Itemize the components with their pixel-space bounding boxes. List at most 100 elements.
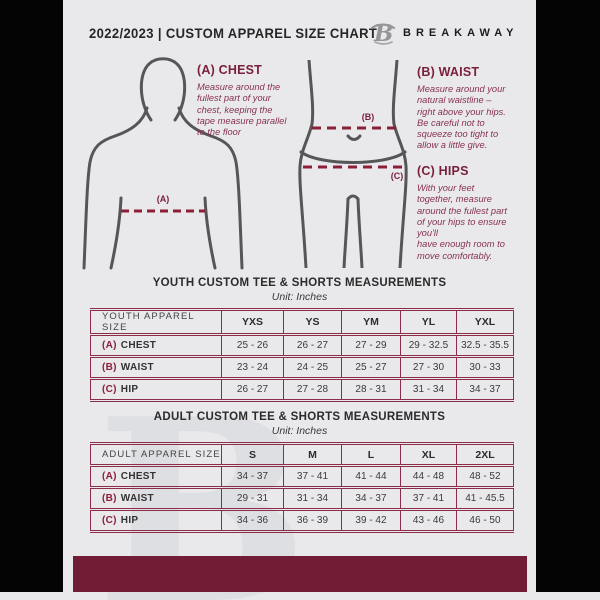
adult-size-col-xl: XL [400, 443, 457, 467]
figure-hip-crease-line [299, 150, 407, 164]
row-marker: (C) [102, 384, 117, 395]
row-marker: (A) [102, 340, 117, 351]
figure-crotch-curve [346, 194, 360, 201]
figure-left-arm-outline [82, 106, 149, 270]
row-marker: (B) [102, 362, 117, 373]
youth-size-col-ym: YM [341, 309, 401, 336]
adult-header-row: ADULT APPAREL SIZE S M L XL 2XL [90, 443, 514, 467]
row-label-text: CHEST [120, 471, 157, 482]
table-cell: 34 - 36 [221, 509, 284, 533]
figure-right-arm-outline [177, 106, 244, 270]
table-cell: 31 - 34 [283, 487, 342, 511]
adult-section-unit: Unit: Inches [271, 425, 328, 437]
adult-size-label-header: ADULT APPAREL SIZE [90, 443, 222, 467]
table-cell: 26 - 27 [283, 334, 342, 358]
table-cell: 30 - 33 [456, 356, 514, 380]
table-cell: 37 - 41 [283, 465, 342, 489]
table-cell: 25 - 26 [221, 334, 284, 358]
adult-size-table: ADULT APPAREL SIZE S M L XL 2XL (A) CHEST… [90, 442, 514, 533]
row-label-text: HIP [120, 384, 139, 395]
waist-marker-label: (B) [361, 112, 375, 122]
table-cell: 23 - 24 [221, 356, 284, 380]
footer-maroon-bar [73, 556, 527, 592]
right-black-frame [536, 0, 600, 592]
hips-instruction-heading: (C) HIPS [417, 164, 469, 178]
adult-size-col-2xl: 2XL [456, 443, 514, 467]
row-marker: (C) [102, 515, 117, 526]
adult-size-col-l: L [341, 443, 401, 467]
table-cell: 44 - 48 [400, 465, 457, 489]
hips-instruction-text: With your feet together, measure around … [417, 183, 507, 261]
table-cell: 41 - 44 [341, 465, 401, 489]
youth-size-table: YOUTH APPAREL SIZE YXS YS YM YL YXL (A) C… [90, 308, 514, 402]
youth-chest-row: (A) CHEST 25 - 26 26 - 27 27 - 29 29 - 32… [90, 334, 514, 358]
adult-size-col-s: S [221, 443, 284, 467]
youth-chest-label: (A) CHEST [90, 334, 222, 358]
table-cell: 26 - 27 [221, 378, 284, 402]
chest-instruction-text: Measure around the fullest part of your … [197, 82, 287, 138]
table-cell: 29 - 31 [221, 487, 284, 511]
row-label-text: HIP [120, 515, 139, 526]
table-cell: 46 - 50 [456, 509, 514, 533]
youth-waist-row: (B) WAIST 23 - 24 24 - 25 25 - 27 27 - 30… [90, 356, 514, 380]
table-cell: 27 - 28 [283, 378, 342, 402]
table-cell: 34 - 37 [341, 487, 401, 511]
hips-marker-label: (C) [390, 171, 404, 181]
youth-waist-label: (B) WAIST [90, 356, 222, 380]
figure-right-side-outline [391, 60, 408, 268]
table-cell: 43 - 46 [400, 509, 457, 533]
table-cell: 37 - 41 [400, 487, 457, 511]
row-marker: (B) [102, 493, 117, 504]
figure-left-armpit-line [109, 196, 123, 270]
logo-swash [371, 23, 396, 45]
youth-size-col-yxl: YXL [456, 309, 514, 336]
row-label-text: CHEST [120, 340, 157, 351]
adult-hip-row: (C) HIP 34 - 36 36 - 39 39 - 42 43 - 46 4… [90, 509, 514, 533]
youth-size-label-header: YOUTH APPAREL SIZE [90, 309, 222, 336]
figure-right-inner-leg [356, 197, 364, 268]
brand-name: BREAKAWAY [403, 27, 519, 39]
figure-navel-mark [346, 134, 362, 141]
breakaway-logo-icon: B [371, 20, 397, 47]
table-cell: 27 - 29 [341, 334, 401, 358]
youth-hip-row: (C) HIP 26 - 27 27 - 28 28 - 31 31 - 34 3… [90, 378, 514, 402]
youth-hip-label: (C) HIP [90, 378, 222, 402]
figure-head-outline [139, 57, 187, 122]
youth-section-title: YOUTH CUSTOM TEE & SHORTS MEASUREMENTS [152, 277, 447, 289]
table-cell: 39 - 42 [341, 509, 401, 533]
table-cell: 34 - 37 [456, 378, 514, 402]
table-cell: 29 - 32.5 [400, 334, 457, 358]
figure-left-inner-leg [342, 197, 350, 268]
adult-waist-row: (B) WAIST 29 - 31 31 - 34 34 - 37 37 - 41… [90, 487, 514, 511]
waist-instruction-heading: (B) WAIST [417, 65, 480, 79]
page-title: 2022/2023 | CUSTOM APPAREL SIZE CHART [89, 25, 378, 41]
adult-section-title: ADULT CUSTOM TEE & SHORTS MEASUREMENTS [153, 411, 446, 423]
adult-waist-label: (B) WAIST [90, 487, 222, 511]
table-cell: 24 - 25 [283, 356, 342, 380]
figure-left-side-outline [298, 60, 315, 268]
adult-chest-label: (A) CHEST [90, 465, 222, 489]
chest-instruction-heading: (A) CHEST [197, 63, 262, 77]
figure-right-armpit-line [203, 196, 217, 270]
table-cell: 25 - 27 [341, 356, 401, 380]
left-black-frame [0, 0, 63, 592]
row-label-text: WAIST [120, 493, 154, 504]
row-label-text: WAIST [120, 362, 154, 373]
youth-header-row: YOUTH APPAREL SIZE YXS YS YM YL YXL [90, 309, 514, 336]
row-marker: (A) [102, 471, 117, 482]
waist-instruction-text: Measure around your natural waistline – … [417, 84, 506, 151]
table-cell: 32.5 - 35.5 [456, 334, 514, 358]
table-cell: 27 - 30 [400, 356, 457, 380]
logo-letter: B [374, 20, 394, 47]
youth-section-unit: Unit: Inches [271, 291, 328, 303]
adult-chest-row: (A) CHEST 34 - 37 37 - 41 41 - 44 44 - 48… [90, 465, 514, 489]
table-cell: 31 - 34 [400, 378, 457, 402]
waist-hips-illustration [298, 60, 408, 268]
youth-size-col-yxs: YXS [221, 309, 284, 336]
table-cell: 36 - 39 [283, 509, 342, 533]
table-cell: 48 - 52 [456, 465, 514, 489]
torso-chest-illustration [82, 57, 244, 270]
adult-hip-label: (C) HIP [90, 509, 222, 533]
table-cell: 41 - 45.5 [456, 487, 514, 511]
